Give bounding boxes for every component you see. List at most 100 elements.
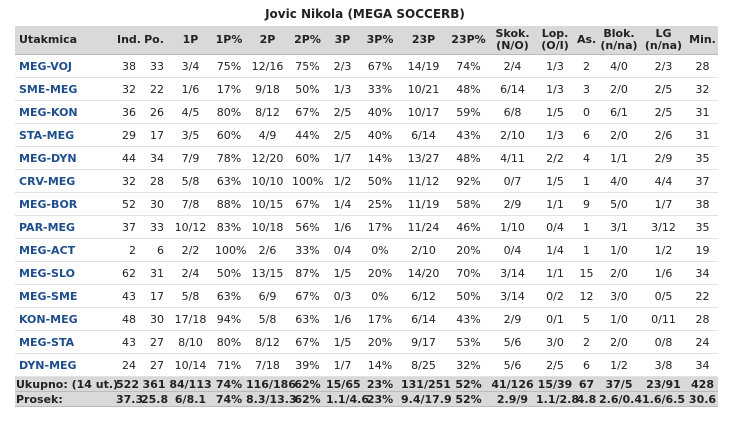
cell: 5/6 bbox=[490, 330, 535, 354]
cell: 3/8 bbox=[640, 353, 687, 377]
cell: 14/20 bbox=[400, 261, 447, 285]
header-row: Utakmica Ind. Po. 1P 1P% 2P 2P% 3P 3P% 23P 23P% Sko… bbox=[15, 26, 718, 55]
footer-cell: 6/8.1 bbox=[168, 391, 213, 407]
cell: 17 bbox=[140, 123, 168, 147]
table-row: MEG-SME 43 17 5/8 63% 6/9 67% 0/3 0% 6/12 50% 3/14 0… bbox=[15, 284, 718, 308]
footer-cell: 9.4/17.9 bbox=[400, 391, 452, 407]
cell: 24 bbox=[115, 353, 140, 377]
cell: 2/9 bbox=[490, 192, 535, 216]
cell: 1/5 bbox=[535, 100, 575, 124]
cell: 9 bbox=[575, 192, 598, 216]
cell: 1/4 bbox=[535, 238, 575, 262]
cell: 9/18 bbox=[245, 77, 290, 101]
cell: 2/10 bbox=[400, 238, 447, 262]
header-cell: 3P bbox=[325, 26, 360, 55]
cell: 7/9 bbox=[168, 146, 213, 170]
cell: 0/7 bbox=[490, 169, 535, 193]
cell: 1/1 bbox=[535, 261, 575, 285]
table-body: MEG-VOJ 38 33 3/4 75% 12/16 75% 2/3 67% 14/19 74% 2… bbox=[15, 54, 718, 407]
cell: 2/5 bbox=[535, 353, 575, 377]
header-cell: Utakmica bbox=[15, 26, 115, 55]
cell: 75% bbox=[290, 54, 325, 78]
cell: 40% bbox=[360, 123, 400, 147]
cell: 5/6 bbox=[490, 353, 535, 377]
cell: 33 bbox=[140, 54, 168, 78]
cell: 62 bbox=[115, 261, 140, 285]
cell: 24 bbox=[687, 330, 718, 354]
cell: 5/8 bbox=[245, 307, 290, 331]
footer-cell: 1.1/4.6 bbox=[325, 391, 369, 407]
cell: 31 bbox=[687, 123, 718, 147]
cell: 33% bbox=[360, 77, 400, 101]
cell: 1/4 bbox=[325, 192, 360, 216]
footer-cell: 116/186 bbox=[245, 376, 296, 392]
footer-cell: 23% bbox=[360, 376, 400, 392]
header-cell: 23P% bbox=[447, 26, 490, 55]
cell: 5/0 bbox=[598, 192, 640, 216]
footer-cell: 4.8 bbox=[575, 391, 598, 407]
cell: 17% bbox=[213, 77, 245, 101]
cell: 7/18 bbox=[245, 353, 290, 377]
cell: 2/3 bbox=[640, 54, 687, 78]
cell: 50% bbox=[213, 261, 245, 285]
cell: 78% bbox=[213, 146, 245, 170]
cell: 14% bbox=[360, 146, 400, 170]
cell: 2 bbox=[575, 54, 598, 78]
cell: 50% bbox=[360, 169, 400, 193]
cell: 59% bbox=[447, 100, 490, 124]
cell: 43% bbox=[447, 307, 490, 331]
cell: 63% bbox=[290, 307, 325, 331]
cell: 20% bbox=[360, 261, 400, 285]
cell: 13/15 bbox=[245, 261, 290, 285]
table-row: MEG-VOJ 38 33 3/4 75% 12/16 75% 2/3 67% 14/19 74% 2… bbox=[15, 54, 718, 78]
cell: 5/8 bbox=[168, 169, 213, 193]
cell: 1/3 bbox=[535, 54, 575, 78]
header-cell: LG (n/na) bbox=[640, 26, 687, 55]
cell: 10/21 bbox=[400, 77, 447, 101]
cell: 3/0 bbox=[598, 284, 640, 308]
header-cell: 2P bbox=[245, 26, 290, 55]
footer-cell: 52% bbox=[447, 376, 490, 392]
match-name: DYN-MEG bbox=[15, 353, 115, 377]
cell: 8/10 bbox=[168, 330, 213, 354]
cell: 1/3 bbox=[325, 77, 360, 101]
footer-cell: 15/39 bbox=[535, 376, 575, 392]
footer-cell: 361 bbox=[140, 376, 168, 392]
header-cell: 1P% bbox=[213, 26, 245, 55]
cell: 0/2 bbox=[535, 284, 575, 308]
cell: 67% bbox=[290, 330, 325, 354]
cell: 48 bbox=[115, 307, 140, 331]
cell: 10/15 bbox=[245, 192, 290, 216]
cell: 75% bbox=[213, 54, 245, 78]
cell: 34 bbox=[687, 261, 718, 285]
footer-cell: 74% bbox=[213, 391, 245, 407]
cell: 2 bbox=[575, 330, 598, 354]
cell: 6/12 bbox=[400, 284, 447, 308]
cell: 48% bbox=[447, 146, 490, 170]
cell: 4/0 bbox=[598, 169, 640, 193]
cell: 11/24 bbox=[400, 215, 447, 239]
cell: 3/14 bbox=[490, 284, 535, 308]
match-name: MEG-VOJ bbox=[15, 54, 115, 78]
table-row: MEG-ACT 2 6 2/2 100% 2/6 33% 0/4 0% 2/10 20% 0/4 1/4… bbox=[15, 238, 718, 262]
cell: 43% bbox=[447, 123, 490, 147]
cell: 12 bbox=[575, 284, 598, 308]
cell: 10/10 bbox=[245, 169, 290, 193]
cell: 32 bbox=[687, 77, 718, 101]
cell: 3/14 bbox=[490, 261, 535, 285]
cell: 0/5 bbox=[640, 284, 687, 308]
footer-cell: 37/5 bbox=[598, 376, 640, 392]
cell: 20% bbox=[360, 330, 400, 354]
cell: 63% bbox=[213, 169, 245, 193]
cell: 70% bbox=[447, 261, 490, 285]
cell: 53% bbox=[447, 330, 490, 354]
cell: 43 bbox=[115, 284, 140, 308]
cell: 3/4 bbox=[168, 54, 213, 78]
cell: 6/14 bbox=[400, 307, 447, 331]
footer-cell: 2.9/9 bbox=[490, 391, 535, 407]
cell: 4/4 bbox=[640, 169, 687, 193]
cell: 33 bbox=[140, 215, 168, 239]
cell: 13/27 bbox=[400, 146, 447, 170]
cell: 1/2 bbox=[598, 353, 640, 377]
